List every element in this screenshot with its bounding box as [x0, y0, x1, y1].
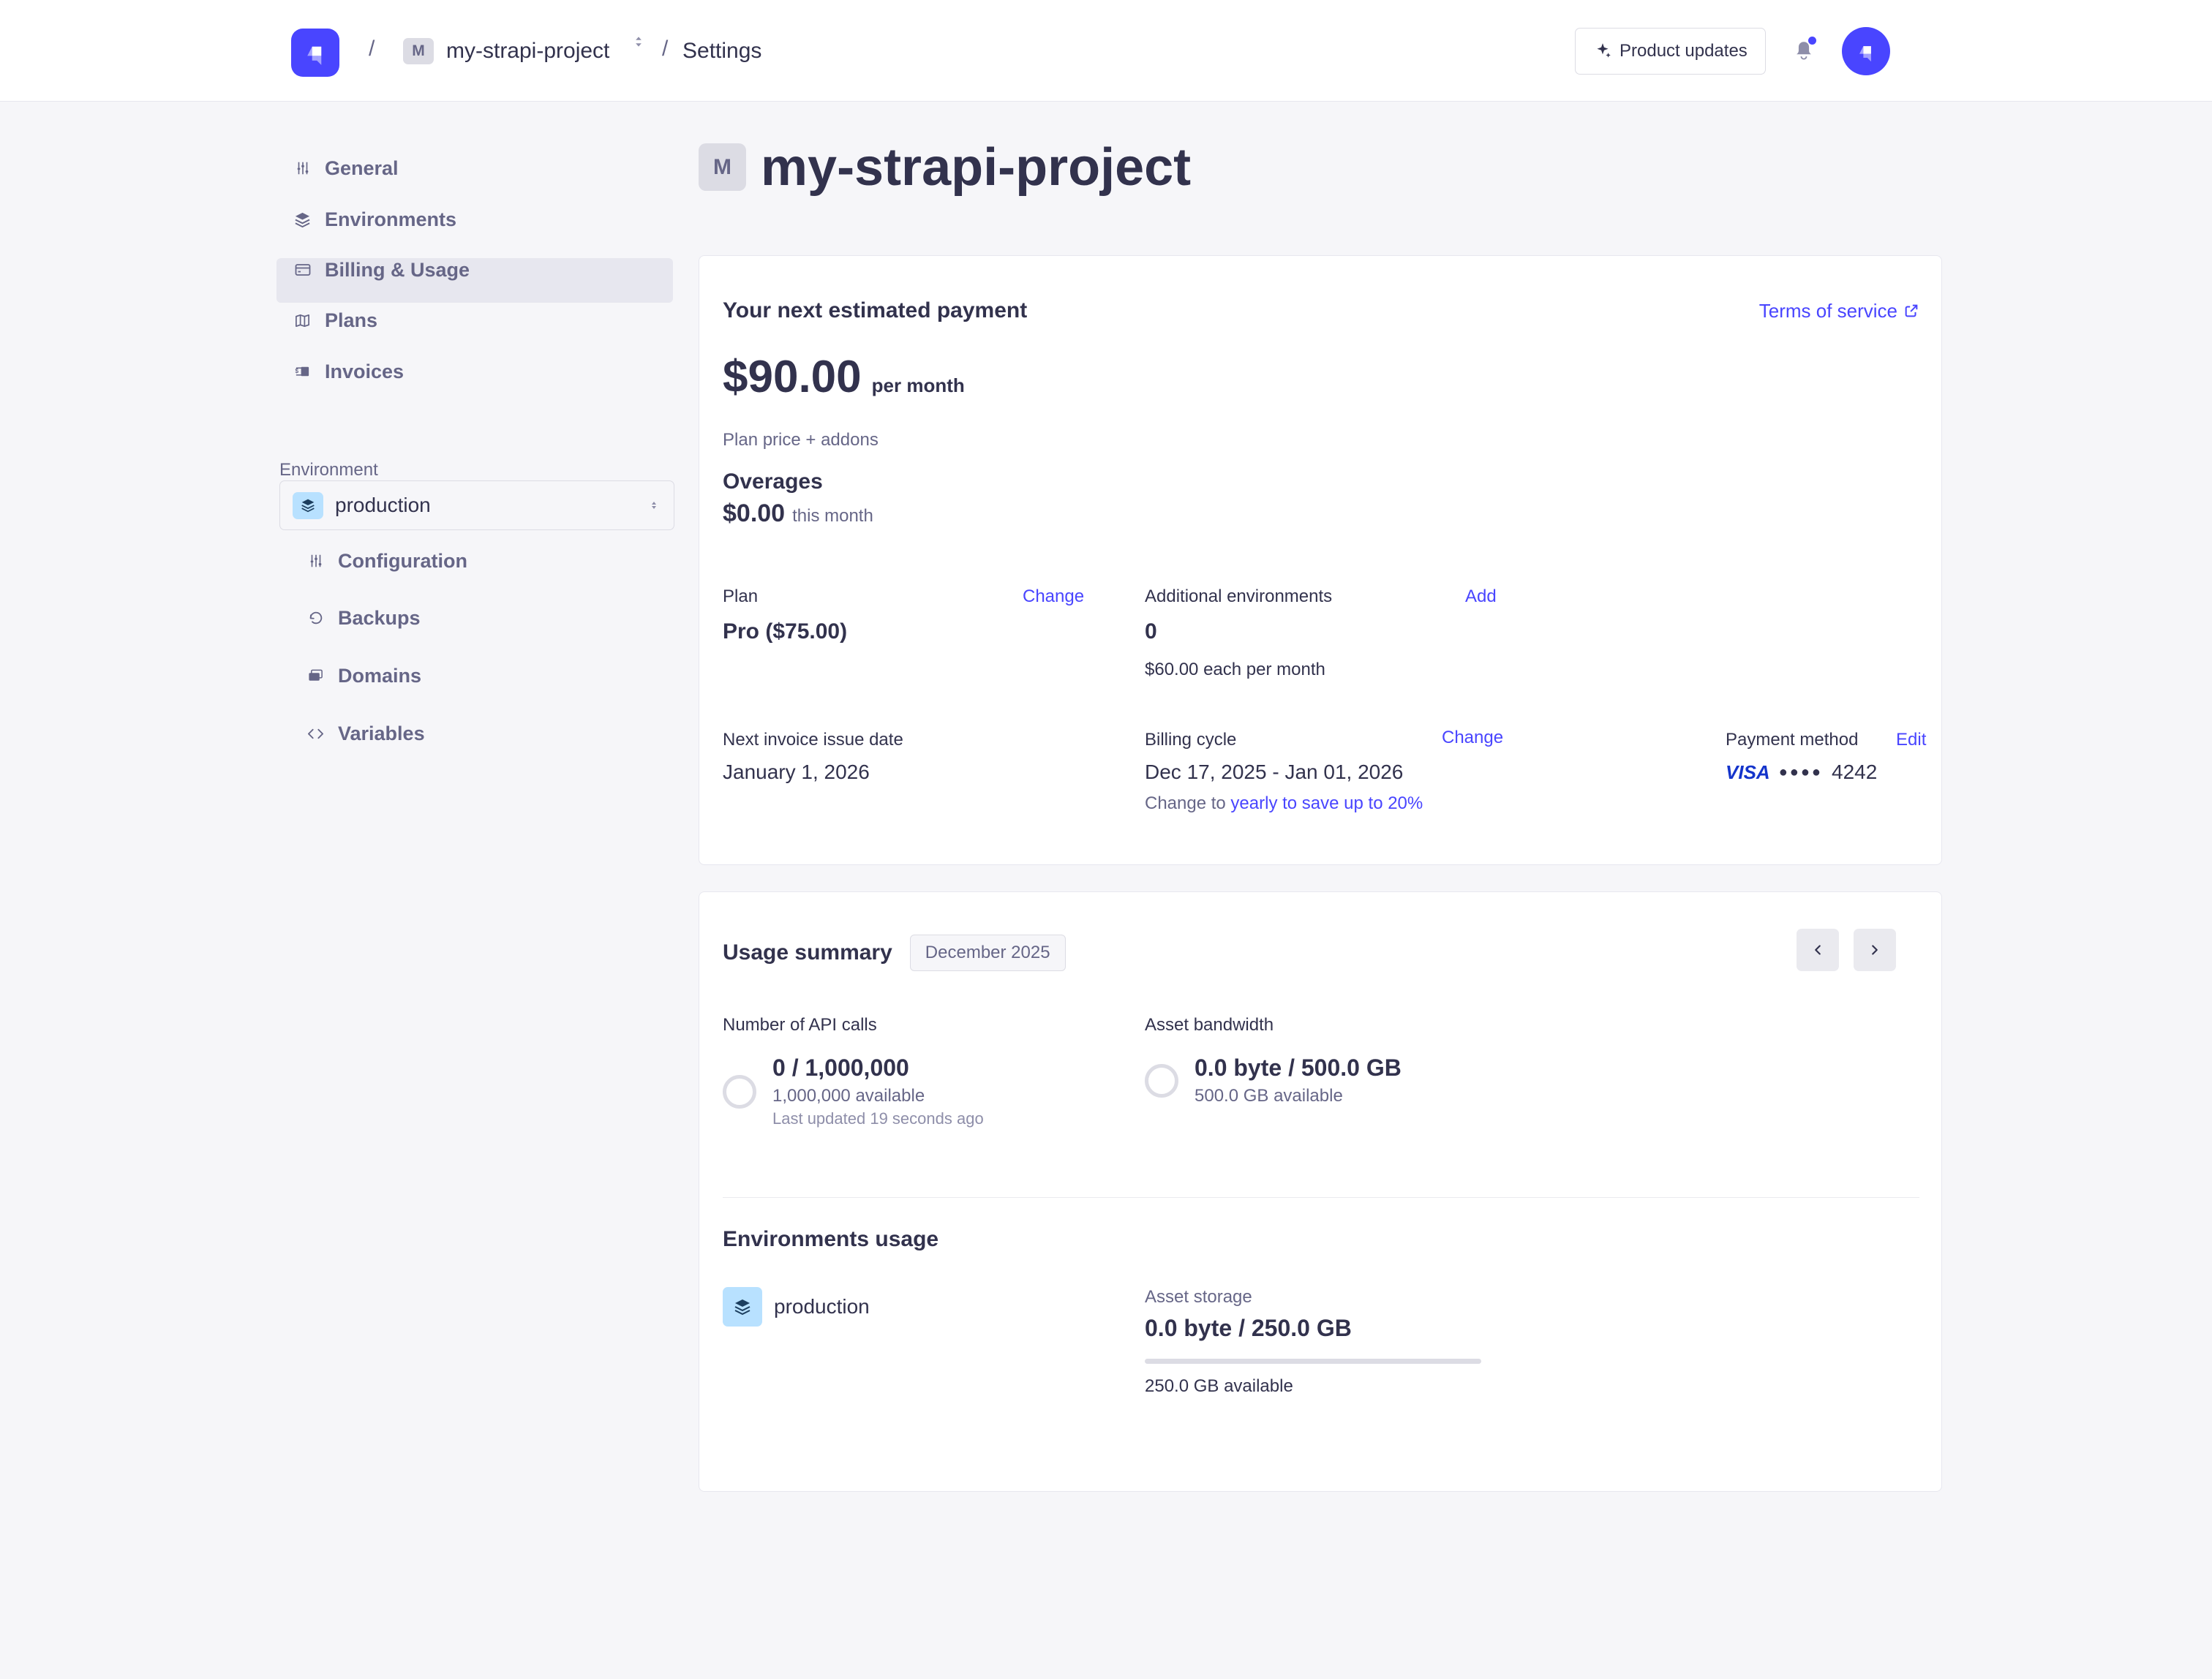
svg-text:$: $ [295, 367, 298, 374]
